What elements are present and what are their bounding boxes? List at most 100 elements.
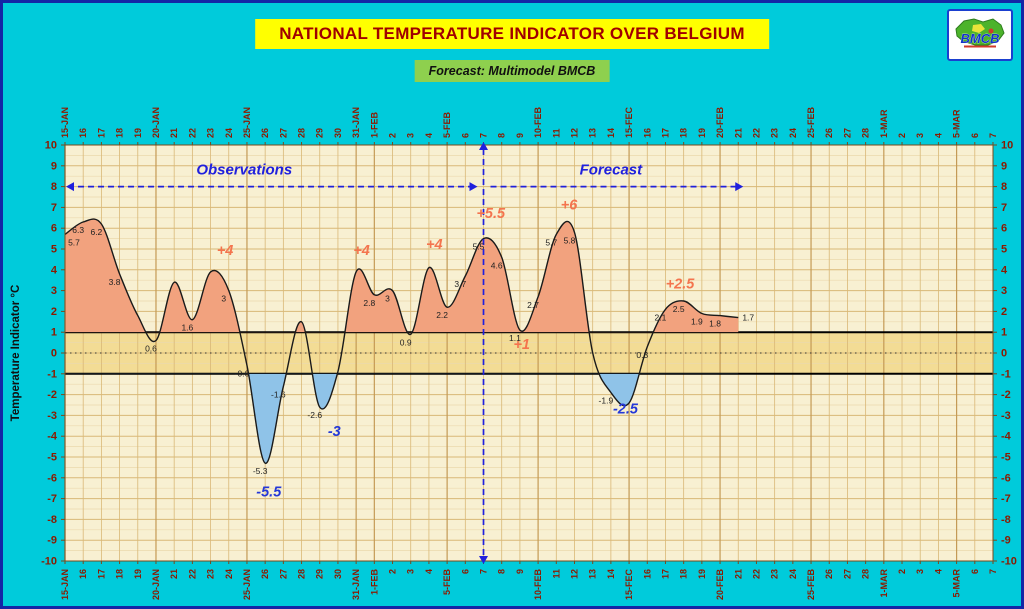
- svg-text:27: 27: [278, 569, 288, 579]
- svg-text:24: 24: [224, 128, 234, 138]
- peak-annotation: -3: [328, 424, 341, 440]
- svg-text:15-JAN: 15-JAN: [60, 569, 70, 600]
- svg-text:-9: -9: [47, 535, 57, 547]
- svg-text:2: 2: [388, 569, 398, 574]
- point-value-label: 1.1: [509, 333, 521, 343]
- svg-text:8: 8: [497, 569, 507, 574]
- peak-annotation: +6: [561, 197, 578, 213]
- svg-text:16: 16: [78, 128, 88, 138]
- svg-text:22: 22: [751, 569, 761, 579]
- peak-annotation: +4: [353, 243, 370, 259]
- svg-text:4: 4: [51, 264, 58, 276]
- svg-text:23: 23: [206, 569, 216, 579]
- svg-text:-2: -2: [1001, 389, 1011, 401]
- temperature-axis-labels: -10 -10-9 -9-8 -8-7 -7-6 -6-5 -5-4 -4-3 -3-2 -2-1…: [41, 140, 1017, 568]
- svg-text:23: 23: [206, 128, 216, 138]
- point-value-label: 2.8: [363, 298, 375, 308]
- bmcb-logo: BMCB: [947, 9, 1013, 61]
- logo-underline: [964, 45, 996, 48]
- point-value-label: 6.2: [90, 227, 102, 237]
- svg-text:17: 17: [660, 128, 670, 138]
- svg-text:3: 3: [406, 569, 416, 574]
- svg-text:7: 7: [479, 569, 489, 574]
- svg-text:0: 0: [51, 348, 57, 360]
- point-value-label: 3.8: [109, 277, 121, 287]
- point-value-label: -0.6: [235, 368, 250, 378]
- svg-text:26: 26: [260, 569, 270, 579]
- svg-text:30: 30: [333, 569, 343, 579]
- svg-text:12: 12: [569, 569, 579, 579]
- svg-text:29: 29: [315, 569, 325, 579]
- svg-text:2: 2: [388, 133, 398, 138]
- svg-text:5-MAR: 5-MAR: [952, 569, 962, 598]
- svg-text:27: 27: [842, 128, 852, 138]
- svg-text:5-FEB: 5-FEB: [442, 111, 452, 138]
- svg-text:-10: -10: [1001, 556, 1017, 568]
- svg-text:2: 2: [897, 133, 907, 138]
- arrowhead: [66, 182, 74, 192]
- svg-text:3: 3: [915, 569, 925, 574]
- svg-text:23: 23: [770, 128, 780, 138]
- svg-text:28: 28: [861, 128, 871, 138]
- svg-text:0: 0: [1001, 348, 1007, 360]
- svg-text:1-FEB: 1-FEB: [369, 569, 379, 596]
- svg-text:3: 3: [1001, 285, 1007, 297]
- svg-text:21: 21: [169, 569, 179, 579]
- svg-text:6: 6: [460, 569, 470, 574]
- point-value-label: 5.8: [564, 235, 576, 245]
- point-value-labels: 5.7 6.3 6.2 3.8 0.6 1.6 3 -0.6 -5.3 -1.6 -2.6 2.8 3 0…: [68, 225, 754, 476]
- svg-text:13: 13: [588, 569, 598, 579]
- svg-text:14: 14: [606, 569, 616, 579]
- forecast-divider: [479, 142, 489, 564]
- point-value-label: 5.5: [473, 242, 485, 252]
- grid-layer: [64, 144, 994, 562]
- svg-text:22: 22: [187, 128, 197, 138]
- svg-text:1: 1: [51, 327, 57, 339]
- svg-text:-7: -7: [47, 493, 57, 505]
- y-axis-title: Temperature Indicator °C: [10, 285, 22, 422]
- svg-text:3: 3: [915, 133, 925, 138]
- svg-text:12: 12: [569, 128, 579, 138]
- svg-text:15-FEC: 15-FEC: [624, 106, 634, 138]
- svg-text:-1: -1: [1001, 368, 1011, 380]
- svg-text:25-JAN: 25-JAN: [242, 107, 252, 138]
- svg-text:16: 16: [78, 569, 88, 579]
- svg-text:19: 19: [697, 569, 707, 579]
- svg-text:2: 2: [51, 306, 57, 318]
- svg-text:5: 5: [51, 244, 57, 256]
- peak-annotation: +2.5: [666, 277, 696, 293]
- svg-text:20-JAN: 20-JAN: [151, 569, 161, 600]
- annotation-layer: +4 -5.5 -3 +4 +4 +5.5 +1 +6 -2.5 +2.5: [217, 197, 695, 500]
- point-value-label: 3: [385, 294, 390, 304]
- svg-text:7: 7: [1001, 202, 1007, 214]
- point-value-label: -1.6: [271, 389, 286, 399]
- svg-text:-8: -8: [47, 514, 57, 526]
- region-arrows: Observations Forecast: [66, 162, 744, 192]
- svg-text:13: 13: [588, 128, 598, 138]
- peak-annotation: +5.5: [476, 206, 506, 222]
- svg-text:-5: -5: [47, 452, 57, 464]
- svg-text:1-MAR: 1-MAR: [879, 569, 889, 598]
- svg-text:26: 26: [260, 128, 270, 138]
- forecast-label: Forecast: [580, 162, 644, 179]
- point-value-label: 1.8: [709, 319, 721, 329]
- svg-text:11: 11: [551, 569, 561, 579]
- point-value-label: 1.6: [181, 323, 193, 333]
- observations-label: Observations: [196, 162, 292, 179]
- svg-text:-10: -10: [41, 556, 57, 568]
- svg-text:-3: -3: [47, 410, 57, 422]
- arrowhead: [479, 142, 489, 150]
- svg-text:16: 16: [642, 569, 652, 579]
- svg-text:7: 7: [988, 133, 998, 138]
- svg-text:5-FEB: 5-FEB: [442, 569, 452, 596]
- arrowhead: [469, 182, 478, 192]
- svg-text:21: 21: [733, 128, 743, 138]
- point-value-label: 2.1: [655, 312, 667, 322]
- svg-text:6: 6: [51, 223, 57, 235]
- svg-text:21: 21: [733, 569, 743, 579]
- svg-text:9: 9: [515, 569, 525, 574]
- svg-text:25-FEB: 25-FEB: [806, 106, 816, 138]
- svg-text:9: 9: [51, 160, 57, 172]
- svg-text:-9: -9: [1001, 535, 1011, 547]
- point-value-label: 2.2: [436, 310, 448, 320]
